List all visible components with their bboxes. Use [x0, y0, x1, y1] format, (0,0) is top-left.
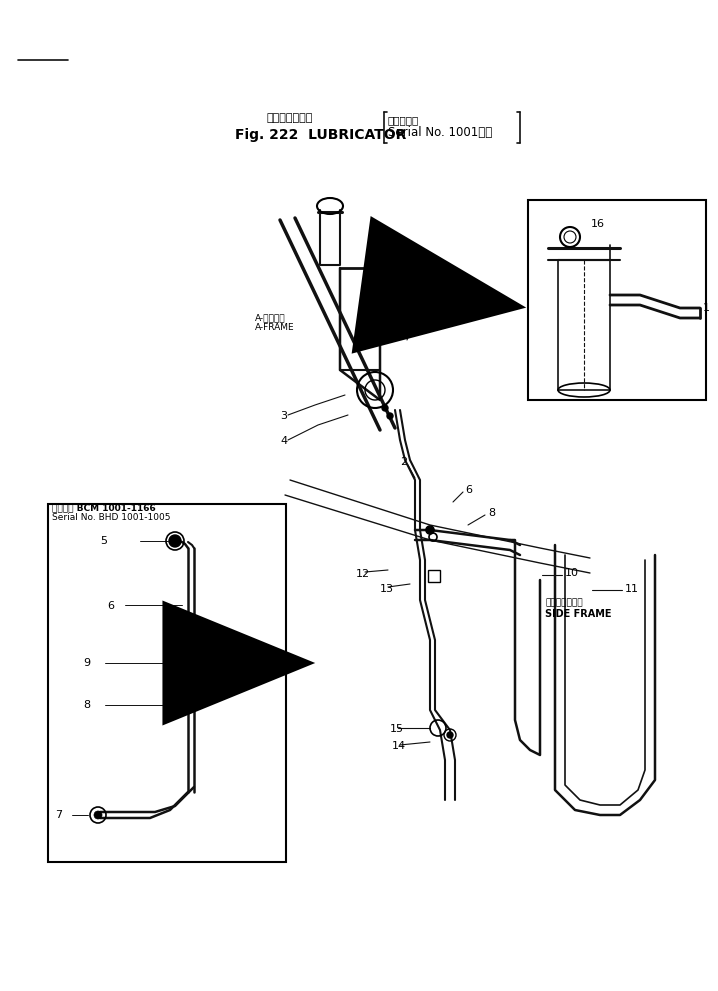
Circle shape	[427, 527, 433, 533]
Text: 15: 15	[390, 724, 404, 734]
Text: 9: 9	[83, 658, 90, 668]
Text: 2: 2	[400, 457, 407, 467]
Text: Serial No. 1001～）: Serial No. 1001～）	[388, 127, 493, 140]
Text: 5: 5	[100, 536, 107, 546]
Text: 適用号機 BCM 1001-1166: 適用号機 BCM 1001-1166	[52, 503, 156, 512]
Text: 7: 7	[55, 810, 62, 820]
Text: サイドフレーム: サイドフレーム	[545, 599, 582, 607]
Circle shape	[387, 413, 393, 419]
Text: 14: 14	[392, 741, 406, 751]
Text: Fig. 222  LUBRICATOR: Fig. 222 LUBRICATOR	[235, 128, 406, 142]
Circle shape	[447, 732, 453, 738]
Text: 10: 10	[565, 568, 579, 578]
Text: 6: 6	[465, 485, 472, 495]
Bar	[428, 570, 440, 582]
Text: 16: 16	[591, 219, 605, 229]
Text: 3: 3	[280, 411, 287, 421]
Text: 11: 11	[625, 584, 639, 594]
Text: Serial No. BHD 1001-1005: Serial No. BHD 1001-1005	[52, 513, 170, 522]
Text: ルーブリケータ: ルーブリケータ	[267, 113, 313, 123]
Text: 4: 4	[280, 436, 287, 446]
Bar	[528, 200, 706, 400]
Text: 1: 1	[370, 222, 376, 232]
Text: （適用号機: （適用号機	[388, 115, 419, 125]
Circle shape	[382, 405, 388, 411]
Text: A-フレーム: A-フレーム	[255, 313, 286, 322]
Text: 1: 1	[703, 303, 710, 313]
Text: 6: 6	[107, 601, 114, 611]
Text: 13: 13	[380, 584, 394, 594]
Bar	[184, 658, 198, 668]
Text: 8: 8	[83, 700, 90, 710]
Bar	[48, 504, 286, 862]
Circle shape	[94, 811, 102, 819]
Text: 5: 5	[423, 298, 430, 308]
Text: 12: 12	[356, 569, 370, 579]
Text: SIDE FRAME: SIDE FRAME	[545, 609, 612, 619]
Text: 8: 8	[488, 508, 495, 518]
Circle shape	[169, 535, 181, 547]
Text: A-FRAME: A-FRAME	[255, 323, 294, 333]
